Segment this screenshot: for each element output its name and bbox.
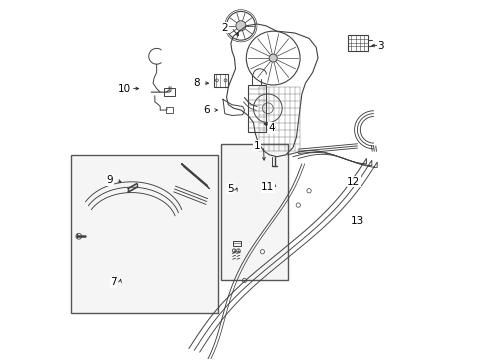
Text: 5: 5 [226, 184, 233, 194]
Text: 8: 8 [192, 78, 199, 88]
Text: 10: 10 [118, 84, 131, 94]
Bar [163, 88, 174, 96]
Bar [348, 35, 367, 50]
Text: 3: 3 [377, 41, 383, 50]
Circle shape [235, 21, 245, 31]
Bar [232, 240, 240, 246]
Bar [247, 85, 265, 132]
Text: 9: 9 [106, 175, 113, 185]
Text: 11: 11 [261, 182, 274, 192]
Bar [70, 155, 217, 313]
Text: 6: 6 [203, 105, 210, 115]
Text: 4: 4 [267, 123, 274, 133]
Text: 13: 13 [350, 216, 364, 226]
Bar [221, 144, 287, 280]
Text: 12: 12 [346, 177, 360, 187]
Text: 2: 2 [221, 23, 227, 33]
Circle shape [268, 54, 277, 62]
Bar [214, 74, 228, 87]
Text: 7: 7 [110, 277, 117, 287]
Text: 1: 1 [253, 141, 260, 151]
Bar [165, 107, 173, 113]
